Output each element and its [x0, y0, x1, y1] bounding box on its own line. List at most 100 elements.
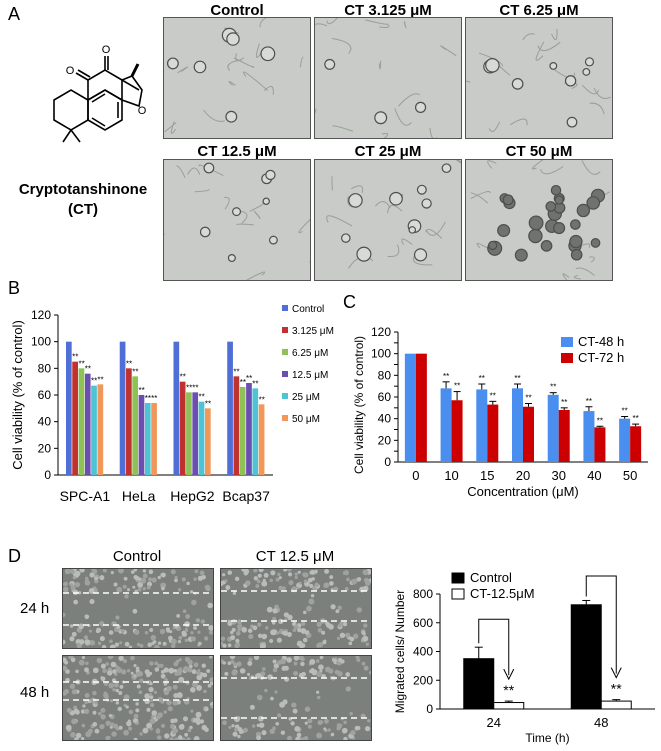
significance-label: **	[561, 398, 567, 407]
svg-text:O: O	[138, 105, 147, 117]
cell-dot	[99, 635, 105, 642]
cell-dot	[84, 699, 89, 705]
bar	[570, 604, 602, 710]
legend-swatch	[561, 337, 573, 347]
cell-dot	[115, 666, 121, 671]
cell-dot	[337, 623, 342, 628]
cell-dot	[278, 618, 284, 625]
cell-process	[332, 125, 354, 132]
cell-process	[164, 122, 177, 133]
cell-process	[403, 21, 407, 29]
cell-dot	[204, 707, 209, 712]
cell-dot	[351, 578, 357, 585]
cell-dot	[120, 628, 125, 633]
cell-dot	[112, 688, 116, 692]
cell-process	[581, 160, 601, 175]
cell-dot	[142, 587, 146, 591]
x-axis-label: Time (h)	[525, 731, 569, 745]
bar	[186, 392, 192, 475]
cell-dot	[286, 632, 292, 637]
cell-dot	[69, 583, 74, 587]
cell-dot	[237, 734, 241, 739]
bar	[91, 385, 97, 475]
cell-dot	[100, 714, 106, 720]
cell-dot	[195, 711, 202, 718]
cell-dot	[309, 570, 314, 575]
cell-dot	[110, 571, 114, 575]
cell-dot	[108, 682, 115, 689]
y-tick-label: 0	[384, 455, 391, 469]
cell-dot	[278, 576, 282, 580]
x-tick-label: 40	[587, 468, 601, 483]
cell-dot	[150, 703, 155, 708]
cell-dot	[232, 591, 237, 595]
significance-label: **	[622, 407, 628, 416]
cell-process	[487, 160, 497, 169]
cell-dot	[178, 635, 183, 640]
cell-dot	[311, 577, 315, 581]
scratch-image-ct-48h	[220, 655, 372, 741]
cell-dot	[270, 696, 274, 701]
cell-dot	[144, 669, 150, 675]
x-tick-label: Bcap37	[222, 488, 270, 504]
cell-dot	[163, 710, 168, 714]
cell-process	[228, 81, 236, 86]
cell-dot	[280, 730, 286, 735]
cell-process	[375, 201, 391, 209]
cell-dot	[222, 643, 227, 648]
cell-dot	[116, 586, 123, 593]
cell-dot	[269, 638, 274, 644]
cell-dot	[124, 594, 129, 599]
cell-dot	[95, 629, 100, 634]
cell	[528, 228, 543, 244]
cell-dot	[221, 641, 224, 646]
cell-process	[170, 121, 177, 134]
cell-process	[470, 192, 489, 204]
cell-dot	[177, 735, 183, 740]
cell-dot	[204, 727, 209, 733]
cell-dot	[292, 708, 298, 714]
cell-dot	[344, 586, 349, 591]
cell-process	[425, 221, 446, 236]
cell	[582, 67, 591, 76]
y-tick-label: 80	[38, 361, 52, 375]
cell-dot	[273, 663, 279, 669]
micrograph-ct-125	[163, 159, 311, 281]
cell-dot	[151, 710, 158, 716]
cell-dot	[329, 575, 334, 579]
bar	[512, 388, 523, 462]
legend-label: CT-48 h	[578, 334, 624, 349]
cell-dot	[167, 706, 173, 712]
cell-dot	[124, 641, 130, 647]
cell-dot	[81, 656, 86, 660]
cell-dot	[115, 688, 120, 693]
cell-dot	[63, 639, 66, 645]
cell-process	[198, 164, 224, 176]
significance-label: **	[240, 378, 246, 387]
cell	[540, 240, 553, 252]
cell-dot	[102, 569, 107, 573]
cell-dot	[209, 656, 213, 659]
cell-dot	[176, 613, 181, 618]
cell-dot	[196, 671, 201, 676]
cell-dot	[294, 572, 298, 576]
cell-dot	[258, 722, 265, 728]
cell-process	[379, 23, 390, 28]
cell-dot	[316, 732, 323, 739]
cell	[389, 191, 403, 206]
cell-dot	[299, 737, 305, 740]
legend-label: 25 μM	[292, 392, 320, 403]
cell-dot	[83, 708, 90, 715]
cell-dot	[271, 621, 276, 625]
cell-dot	[330, 732, 335, 737]
cell	[324, 58, 336, 70]
cell-dot	[174, 575, 178, 579]
cell-dot	[123, 694, 130, 701]
cell-dot	[255, 584, 260, 588]
cell-dot	[172, 730, 177, 735]
y-axis-label: Cell viability (% of control)	[10, 320, 25, 470]
cell-dot	[299, 643, 305, 648]
cell-dot	[189, 687, 196, 693]
micrograph-background	[315, 160, 461, 280]
cell-dot	[173, 669, 178, 673]
